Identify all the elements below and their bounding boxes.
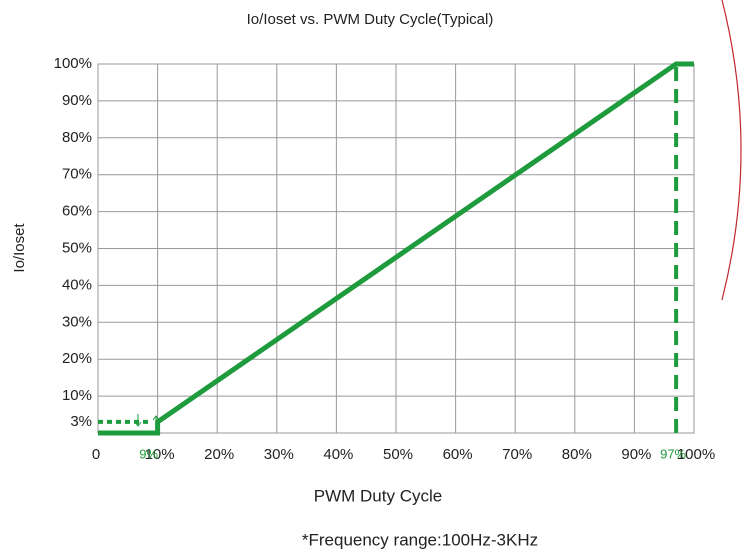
y-tick-label: 70% — [62, 166, 92, 183]
x-tick-label: 50% — [383, 446, 413, 463]
x-tick-label: 100% — [677, 446, 715, 463]
decor-arc — [721, 0, 742, 301]
annotation: 97% — [660, 446, 686, 461]
x-tick-label: 70% — [502, 446, 532, 463]
y-tick-label: 100% — [54, 55, 92, 72]
x-axis-label: PWM Duty Cycle — [314, 486, 442, 505]
y-tick-label: 60% — [62, 203, 92, 220]
y-tick-label: 40% — [62, 276, 92, 293]
annotation: 9% — [139, 446, 158, 461]
chart-title: Io/Ioset vs. PWM Duty Cycle(Typical) — [247, 11, 494, 28]
step-arrow — [134, 414, 142, 427]
x-tick-label: 80% — [562, 446, 592, 463]
step-arrow — [152, 415, 160, 428]
y-tick-label: 10% — [62, 387, 92, 404]
x-tick-label: 0 — [92, 446, 100, 463]
x-tick-label: 20% — [204, 446, 234, 463]
x-tick-label: 10% — [145, 446, 175, 463]
footnote: *Frequency range:100Hz-3KHz — [302, 530, 538, 549]
y-tick-label: 30% — [62, 313, 92, 330]
x-tick-label: 60% — [443, 446, 473, 463]
x-tick-label: 30% — [264, 446, 294, 463]
y-tick-label: 3% — [70, 413, 92, 430]
y-tick-label: 50% — [62, 239, 92, 256]
data-line — [98, 61, 694, 436]
y-axis-label: Io/Ioset — [11, 223, 28, 273]
y-tick-label: 20% — [62, 350, 92, 367]
y-tick-label: 80% — [62, 129, 92, 146]
x-tick-label: 40% — [323, 446, 353, 463]
y-tick-label: 90% — [62, 92, 92, 109]
x-tick-label: 90% — [621, 446, 651, 463]
